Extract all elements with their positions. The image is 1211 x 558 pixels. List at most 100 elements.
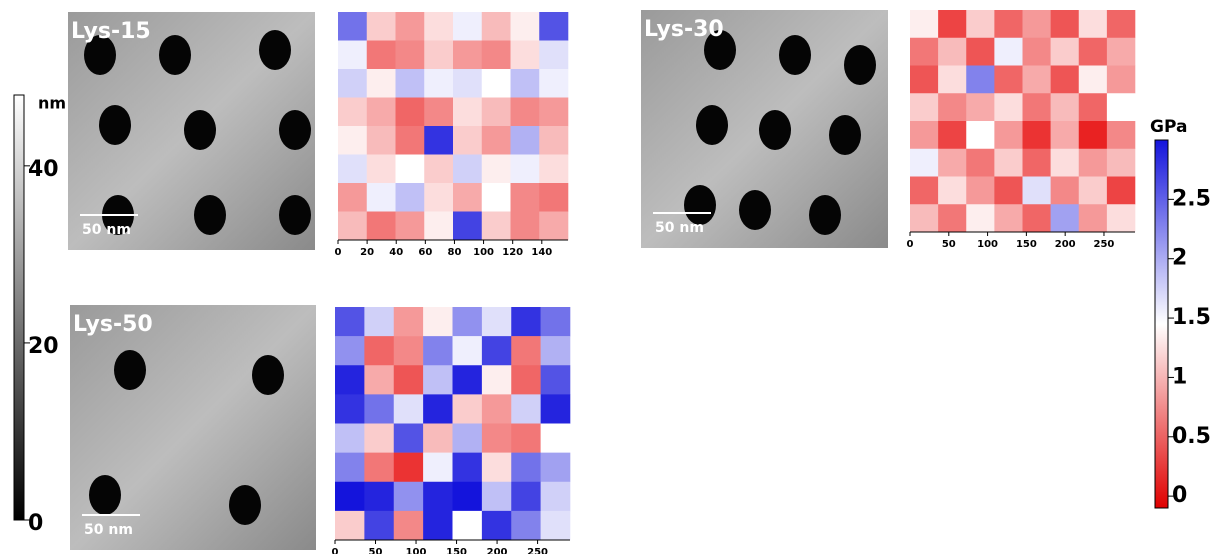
heatmap-cell — [966, 177, 994, 205]
heatmap-cell — [338, 41, 367, 70]
pore — [259, 30, 291, 70]
heatmap-cell — [541, 307, 571, 336]
heatmap-cell — [482, 98, 511, 127]
heatmap-cell — [453, 69, 482, 98]
pore — [279, 195, 311, 235]
heatmap-cell — [994, 66, 1022, 94]
pore — [159, 35, 191, 75]
heatmap-cell — [335, 307, 365, 336]
heatmap-cell — [966, 38, 994, 66]
heatmap-cell — [394, 511, 424, 540]
pore — [194, 195, 226, 235]
heatmap-cell — [423, 424, 453, 453]
heatmap-cell — [511, 424, 541, 453]
heatmap-cell — [1107, 177, 1135, 205]
tick-label: 1.5 — [1172, 305, 1211, 330]
heatmap-cell — [1023, 93, 1051, 121]
heatmap-cell — [424, 98, 453, 127]
heatmap-cell — [541, 336, 571, 365]
heatmap-cell — [938, 10, 966, 38]
heatmap-cell — [453, 12, 482, 41]
heatmap-cell — [335, 336, 365, 365]
heatmap-cell — [335, 482, 365, 511]
heatmap-cell — [394, 365, 424, 394]
heatmap-cell — [1107, 38, 1135, 66]
tick-label: 2.5 — [1172, 186, 1211, 211]
heatmap-cell — [335, 365, 365, 394]
heatmap-cell — [424, 183, 453, 212]
heatmap-cell — [335, 511, 365, 540]
heatmap-cell — [1079, 38, 1107, 66]
heatmap-cell — [938, 66, 966, 94]
heatmap-cell — [367, 69, 396, 98]
pore — [759, 110, 791, 150]
heatmap-cell — [938, 177, 966, 205]
heatmap-cell — [541, 424, 571, 453]
heatmap-cell — [1079, 93, 1107, 121]
heatmap-cell — [541, 482, 571, 511]
heatmap-cell — [423, 365, 453, 394]
heatmap-cell — [541, 365, 571, 394]
x-tick-label: 50 — [942, 239, 956, 250]
x-tick-label: 40 — [389, 247, 403, 258]
x-tick-label: 100 — [977, 239, 998, 250]
figure: nm02040GPa00.511.522.5Lys-1550 nm0204060… — [0, 0, 1211, 554]
x-tick-label: 250 — [527, 547, 548, 554]
heatmap-cell — [1107, 66, 1135, 94]
heatmap-cell — [453, 41, 482, 70]
heatmap-cell — [1023, 177, 1051, 205]
heatmap-cell — [394, 424, 424, 453]
heatmap-cell — [1107, 93, 1135, 121]
heatmap-cell — [396, 98, 425, 127]
heatmap-cell — [1051, 93, 1079, 121]
heatmap-cell — [910, 121, 938, 149]
heatmap-cell — [1107, 149, 1135, 177]
heatmap-cell — [335, 424, 365, 453]
heatmap-cell — [364, 336, 394, 365]
pore — [99, 105, 131, 145]
pore — [229, 485, 261, 525]
heatmap-cell — [396, 41, 425, 70]
heatmap-cell — [994, 149, 1022, 177]
heatmap-cell — [1023, 204, 1051, 232]
heatmap-cell — [338, 69, 367, 98]
heatmap-cell — [453, 336, 483, 365]
tick-label: 40 — [28, 157, 59, 182]
heatmap-cell — [423, 307, 453, 336]
heatmap-cell — [367, 212, 396, 241]
heatmap-cell — [453, 155, 482, 184]
heatmap-cell — [994, 10, 1022, 38]
heatmap-cell — [966, 204, 994, 232]
heatmap-cell — [910, 10, 938, 38]
heatmap-cell — [511, 126, 540, 155]
heatmap-cell — [394, 482, 424, 511]
heatmap-cell — [511, 212, 540, 241]
tick-label: 2 — [1172, 246, 1187, 271]
heatmap-cell — [994, 93, 1022, 121]
modulus-colorbar — [1155, 140, 1168, 508]
pore — [279, 110, 311, 150]
heatmap-cell — [482, 511, 512, 540]
heatmap-cell — [423, 482, 453, 511]
heatmap-cell — [482, 365, 512, 394]
heatmap-cell — [424, 126, 453, 155]
x-tick-label: 0 — [907, 239, 914, 250]
heatmap-cell — [938, 204, 966, 232]
heatmap-cell — [424, 69, 453, 98]
pore — [89, 475, 121, 515]
heatmap-cell — [423, 336, 453, 365]
x-tick-label: 250 — [1094, 239, 1115, 250]
heatmap-cell — [482, 453, 512, 482]
tick-label: 0.5 — [1172, 424, 1211, 449]
heatmap-cell — [910, 66, 938, 94]
heatmap-cell — [394, 394, 424, 423]
heatmap-cell — [539, 69, 568, 98]
heatmap-cell — [453, 183, 482, 212]
pore — [684, 185, 716, 225]
heatmap-cell — [966, 121, 994, 149]
heatmap-cell — [394, 336, 424, 365]
heatmap-cell — [1051, 204, 1079, 232]
heatmap-cell — [966, 66, 994, 94]
heatmap-cell — [335, 394, 365, 423]
panel-label: Lys-15 — [71, 19, 151, 44]
